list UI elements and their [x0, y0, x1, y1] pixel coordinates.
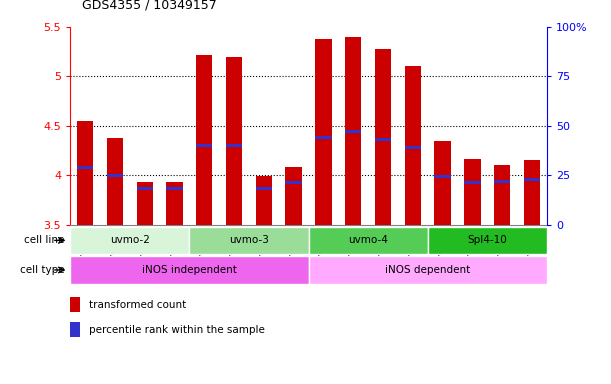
Bar [196, 144, 213, 147]
Bar [434, 175, 451, 178]
Bar [375, 49, 391, 225]
Bar [464, 159, 481, 225]
Bar [255, 176, 272, 225]
Text: GDS4355 / 10349157: GDS4355 / 10349157 [82, 0, 218, 12]
Text: uvmo-3: uvmo-3 [229, 235, 269, 245]
Bar [107, 137, 123, 225]
Bar [345, 37, 362, 225]
Bar [315, 136, 332, 139]
Bar [524, 161, 540, 225]
Bar [70, 227, 189, 254]
Bar [494, 166, 510, 225]
Text: uvmo-4: uvmo-4 [348, 235, 388, 245]
Text: iNOS independent: iNOS independent [142, 265, 237, 275]
Bar [255, 187, 272, 190]
Bar [404, 66, 421, 225]
Bar [136, 182, 153, 225]
Bar [70, 297, 80, 312]
Bar [285, 180, 302, 184]
Bar [315, 39, 332, 225]
Bar [70, 256, 309, 284]
Bar [166, 187, 183, 190]
Bar [196, 55, 213, 225]
Text: percentile rank within the sample: percentile rank within the sample [89, 325, 265, 335]
Bar [345, 130, 362, 133]
Bar [524, 178, 540, 180]
Bar [309, 256, 547, 284]
Bar [166, 182, 183, 225]
Bar [136, 187, 153, 190]
Bar [226, 144, 243, 147]
Bar [464, 180, 481, 184]
Bar [404, 146, 421, 149]
Text: transformed count: transformed count [89, 300, 186, 310]
Bar [285, 167, 302, 225]
Bar [107, 174, 123, 177]
Text: iNOS dependent: iNOS dependent [385, 265, 470, 275]
Text: uvmo-2: uvmo-2 [110, 235, 150, 245]
Bar [434, 141, 451, 225]
Bar [375, 138, 391, 141]
Bar [77, 166, 93, 169]
Bar [309, 227, 428, 254]
Bar [77, 121, 93, 225]
Bar [428, 227, 547, 254]
Text: Spl4-10: Spl4-10 [467, 235, 507, 245]
Bar [226, 56, 243, 225]
Bar [70, 322, 80, 337]
Text: cell line: cell line [24, 235, 64, 245]
Text: cell type: cell type [20, 265, 64, 275]
Bar [494, 180, 510, 183]
Bar [189, 227, 309, 254]
